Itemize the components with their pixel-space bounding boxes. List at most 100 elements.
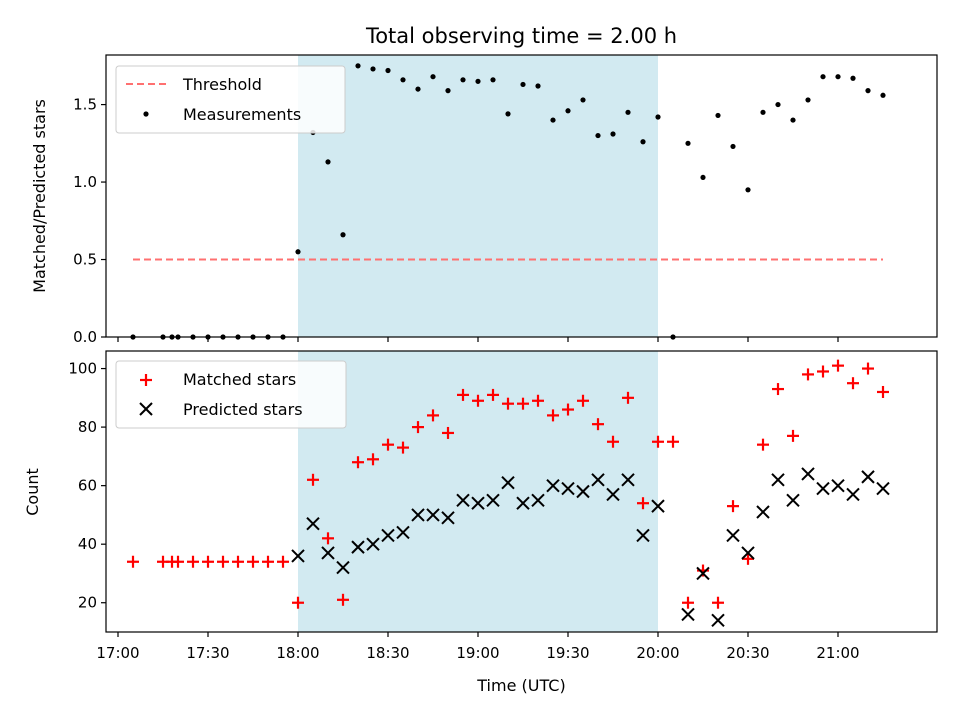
predicted-star-point bbox=[516, 496, 530, 510]
matched-star-point bbox=[742, 552, 754, 565]
measurement-point bbox=[400, 77, 406, 83]
matched-star-point bbox=[187, 555, 199, 568]
matched-star-point bbox=[607, 435, 619, 448]
bottom-xtick-label: 20:00 bbox=[636, 644, 679, 662]
measurement-point bbox=[535, 83, 541, 89]
measurement-point bbox=[820, 74, 826, 80]
measurement-point bbox=[700, 174, 706, 181]
measurement-point bbox=[490, 77, 496, 83]
matched-star-point bbox=[472, 394, 484, 407]
predicted-star-point bbox=[291, 549, 305, 563]
measurement-point bbox=[385, 67, 391, 74]
bottom-xtick-label: 21:00 bbox=[816, 644, 859, 662]
bottom-xtick-label: 18:30 bbox=[366, 644, 409, 662]
predicted-star-point bbox=[501, 476, 515, 490]
predicted-star-point bbox=[546, 478, 560, 493]
legend-measurements-swatch bbox=[143, 111, 149, 117]
measurement-point bbox=[790, 117, 796, 123]
matched-star-point bbox=[412, 421, 424, 434]
legend-threshold-label: Threshold bbox=[182, 75, 262, 94]
matched-star-point bbox=[667, 435, 679, 448]
measurement-point bbox=[430, 74, 436, 80]
measurement-point bbox=[775, 101, 781, 108]
legend-predicted-label: Predicted stars bbox=[183, 400, 303, 419]
measurement-point bbox=[565, 108, 571, 114]
measurement-point bbox=[355, 63, 361, 69]
matched-star-point bbox=[352, 456, 364, 469]
measurement-point bbox=[685, 140, 691, 146]
bottom-xtick-label: 18:00 bbox=[276, 644, 319, 662]
predicted-star-point bbox=[636, 528, 650, 543]
measurement-point bbox=[325, 159, 331, 165]
bottom-legend: Matched stars Predicted stars bbox=[115, 360, 347, 429]
predicted-star-point bbox=[651, 499, 665, 513]
bottom-observing-span bbox=[298, 351, 658, 632]
top-ytick-label: 0.5 bbox=[73, 251, 97, 269]
predicted-star-point bbox=[486, 493, 500, 507]
bottom-xtick-label: 19:00 bbox=[456, 644, 499, 662]
measurement-point bbox=[520, 81, 526, 88]
matched-star-point bbox=[337, 593, 349, 606]
matched-star-point bbox=[727, 500, 739, 513]
matched-star-point bbox=[442, 426, 454, 439]
measurement-point bbox=[625, 109, 631, 115]
predicted-star-point bbox=[591, 473, 605, 487]
measurement-point bbox=[715, 112, 721, 119]
bottom-xtick-label: 20:30 bbox=[726, 644, 769, 662]
bottom-ytick-label: 100 bbox=[68, 360, 97, 378]
legend-measurements-label: Measurements bbox=[183, 105, 301, 124]
measurement-point bbox=[640, 139, 646, 145]
predicted-star-point bbox=[321, 546, 335, 560]
top-legend-box bbox=[115, 65, 346, 134]
predicted-star-point bbox=[861, 470, 875, 484]
measurement-point bbox=[550, 117, 556, 123]
matched-star-point bbox=[787, 429, 799, 442]
top-title: Total observing time = 2.00 h bbox=[365, 24, 677, 48]
predicted-star-point bbox=[741, 546, 755, 560]
predicted-star-point bbox=[396, 525, 410, 540]
bottom-ytick-label: 20 bbox=[78, 594, 97, 612]
measurement-point bbox=[745, 187, 751, 193]
predicted-star-point bbox=[306, 516, 320, 531]
matched-star-point bbox=[637, 497, 649, 510]
matched-star-point bbox=[757, 438, 769, 451]
matched-star-point bbox=[172, 555, 184, 568]
matched-star-point bbox=[517, 397, 529, 410]
matched-star-point bbox=[457, 388, 469, 401]
matched-star-point bbox=[622, 391, 634, 404]
matched-star-point bbox=[487, 388, 499, 401]
predicted-star-point bbox=[441, 511, 455, 525]
measurement-point bbox=[460, 77, 466, 83]
top-ytick-label: 1.0 bbox=[73, 173, 97, 191]
measurement-point bbox=[760, 109, 766, 115]
measurement-point bbox=[415, 86, 421, 92]
predicted-star-point bbox=[576, 484, 590, 499]
bottom-xtick-label: 17:00 bbox=[96, 644, 139, 662]
predicted-star-point bbox=[366, 537, 380, 551]
bottom-panel: 20 40 60 80 100 17:00 17:30 18:00 18:30 19:00 19:… bbox=[23, 350, 938, 695]
matched-star-point bbox=[832, 359, 844, 372]
predicted-star-point bbox=[771, 473, 785, 487]
measurement-point bbox=[865, 88, 871, 94]
matched-star-point bbox=[577, 394, 589, 407]
predicted-star-point bbox=[846, 487, 860, 502]
predicted-star-point bbox=[756, 505, 770, 519]
matched-star-point bbox=[427, 409, 439, 422]
measurement-point bbox=[505, 111, 511, 117]
matched-star-point bbox=[277, 555, 289, 568]
legend-matched-swatch bbox=[140, 374, 152, 386]
measurement-point bbox=[295, 249, 301, 255]
predicted-star-point bbox=[831, 478, 845, 493]
matched-star-point bbox=[532, 394, 544, 407]
top-axes-frame bbox=[105, 54, 938, 338]
bottom-xtick-label: 17:30 bbox=[186, 644, 229, 662]
matched-star-point bbox=[712, 596, 724, 609]
matched-star-point bbox=[502, 397, 514, 410]
bottom-ytick-label: 80 bbox=[78, 418, 97, 436]
predicted-star-point bbox=[681, 607, 695, 622]
predicted-star-point bbox=[696, 566, 710, 581]
matched-star-point bbox=[877, 385, 889, 398]
predicted-star-point bbox=[711, 613, 725, 627]
predicted-star-point bbox=[876, 481, 890, 496]
bottom-ytick-label: 40 bbox=[78, 535, 97, 553]
